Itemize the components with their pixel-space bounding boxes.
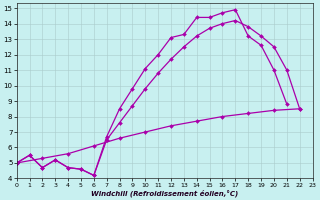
X-axis label: Windchill (Refroidissement éolien,°C): Windchill (Refroidissement éolien,°C) (91, 189, 238, 197)
